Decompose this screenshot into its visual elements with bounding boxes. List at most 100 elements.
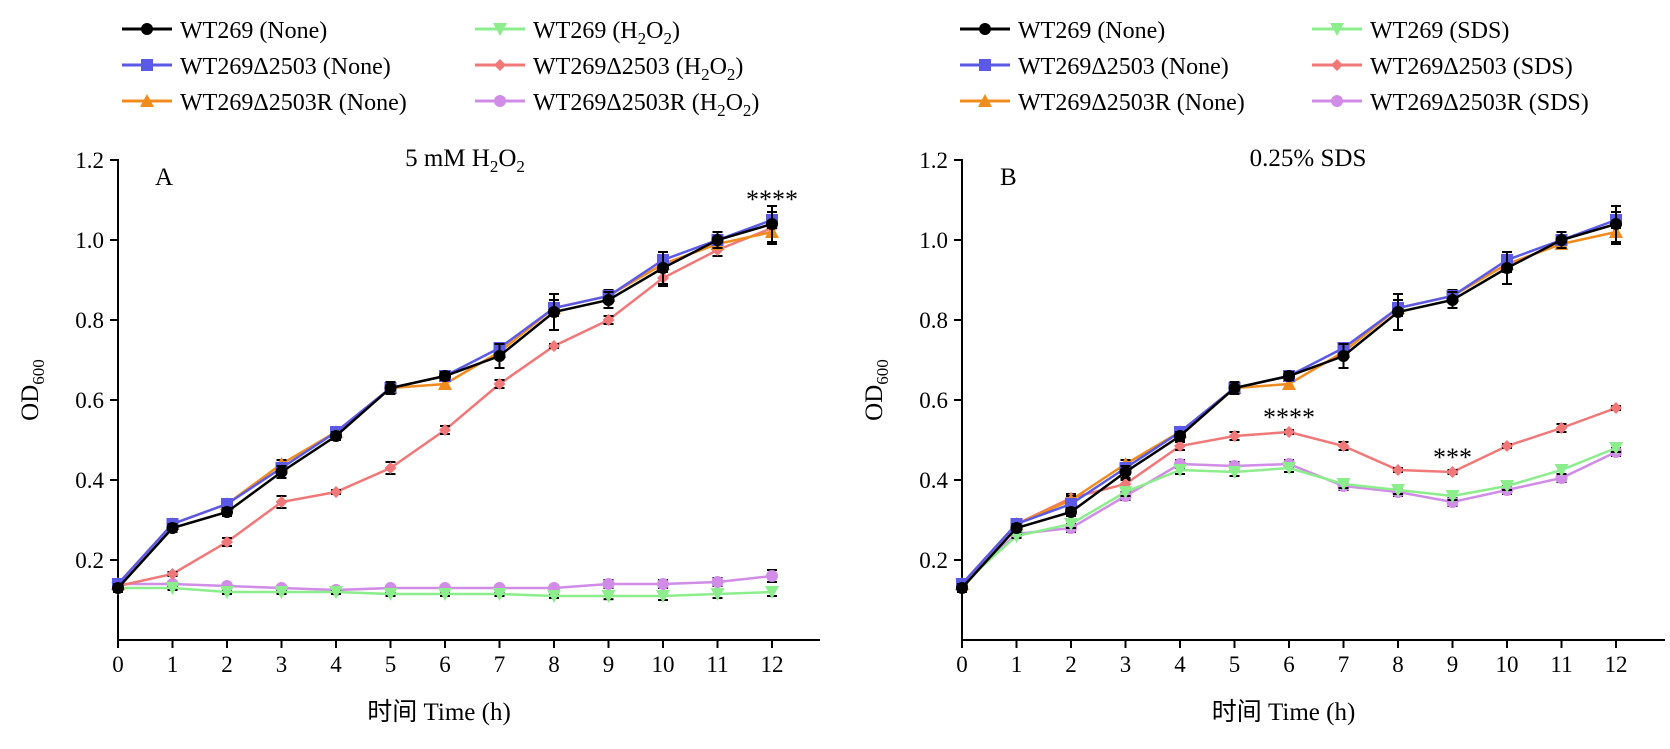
legend-label-0-1: WT269Δ2503 (None): [180, 54, 391, 80]
legend-label-0-4: WT269Δ2503 (H2O2): [533, 54, 743, 84]
legend-marker-0-5: [494, 95, 506, 107]
y-axis-label-1: OD600: [861, 359, 892, 421]
data-point-0-3-8: [547, 590, 561, 603]
x-tick-label-1-7: 7: [1338, 652, 1350, 677]
data-point-1-3-6: [1282, 462, 1296, 475]
y-tick-label-1-4: 1.0: [919, 228, 948, 253]
y-axis-label-sub-1: 600: [873, 359, 892, 385]
data-point-0-2-6: [438, 377, 452, 390]
legend-label-5-sub2: 2: [743, 101, 752, 120]
data-point-0-0-7: [493, 350, 506, 362]
data-point-1-0-12: [1610, 218, 1622, 230]
y-tick-label-0-4: 1.0: [75, 228, 104, 253]
y-tick-label-0-5: 1.2: [75, 148, 104, 173]
x-tick-label-1-10: 10: [1496, 652, 1519, 677]
chart-title-0-b: O: [498, 145, 516, 172]
legend-label-5-sub1: 2: [717, 101, 726, 120]
legend-label-0-2: WT269Δ2503R (None): [180, 90, 407, 116]
x-tick-label-0-6: 6: [439, 652, 451, 677]
data-point-1-3-4: [1173, 464, 1187, 477]
data-point-0-0-3: [275, 466, 288, 478]
data-point-0-0-6: [439, 370, 451, 382]
x-tick-label-1-3: 3: [1120, 652, 1132, 677]
series-1-0: [956, 205, 1622, 594]
data-point-0-0-0: [112, 582, 124, 594]
legend-marker-0-1: [141, 59, 153, 71]
legend-label-1-3: WT269 (SDS): [1370, 18, 1509, 44]
x-tick-label-1-11: 11: [1550, 652, 1572, 677]
data-point-0-0-9: [602, 294, 615, 306]
legend-label-1-0: WT269 (None): [1018, 18, 1165, 44]
y-tick-label-0-2: 0.6: [75, 388, 104, 413]
panel-letter-1: B: [1000, 164, 1017, 191]
x-tick-label-1-8: 8: [1392, 652, 1404, 677]
data-point-1-0-5: [1228, 382, 1241, 394]
data-point-1-0-3: [1119, 466, 1132, 478]
data-point-1-2-6: [1282, 377, 1296, 390]
data-point-0-0-12: [766, 218, 778, 230]
data-point-0-4-9: [602, 314, 615, 326]
legend-label-5-end: ): [751, 90, 759, 116]
series-1-1: [956, 211, 1622, 590]
data-point-0-3-3: [274, 586, 289, 599]
x-tick-label-0-3: 3: [276, 652, 288, 677]
y-axis-label-0: OD600: [17, 359, 48, 421]
data-point-1-3-11: [1554, 464, 1569, 477]
series-0-1: [112, 211, 778, 590]
y-axis-label-main-1: OD: [861, 385, 888, 421]
data-point-1-0-2: [1065, 506, 1077, 518]
series-0-4: [112, 219, 778, 592]
y-tick-label-1-3: 0.8: [919, 308, 948, 333]
data-point-0-5-9: [602, 578, 615, 590]
data-point-1-3-9: [1445, 490, 1460, 503]
y-tick-label-1-1: 0.4: [919, 468, 948, 493]
significance-marker-1-1: ***: [1433, 443, 1472, 472]
data-point-0-5-11: [711, 576, 724, 588]
chart-title-0-sub1: 2: [490, 157, 499, 176]
data-point-1-3-10: [1500, 480, 1514, 493]
x-tick-label-0-4: 4: [330, 652, 342, 677]
x-tick-label-1-6: 6: [1283, 652, 1295, 677]
legend-label-1-2: WT269Δ2503R (None): [1018, 90, 1245, 116]
x-axis-label-0: 时间 Time (h): [367, 698, 511, 726]
y-tick-label-1-0: 0.2: [919, 548, 948, 573]
legend-label-3-sub2: 2: [663, 29, 672, 48]
data-point-0-3-10: [656, 590, 670, 603]
data-point-0-0-11: [711, 234, 724, 246]
data-point-1-0-7: [1337, 350, 1350, 362]
x-tick-label-0-1: 1: [167, 652, 179, 677]
data-point-0-3-9: [601, 590, 616, 603]
legend-marker-0-0: [141, 23, 153, 35]
data-point-0-4-6: [439, 424, 451, 436]
data-point-0-0-5: [384, 382, 397, 394]
legend-label-3-main: WT269 (H: [533, 18, 638, 44]
chart-title-0-a: 5 mM H: [405, 145, 490, 172]
chart-title-0-sub2: 2: [516, 157, 525, 176]
data-point-1-4-5: [1228, 430, 1241, 442]
legend-label-0-5: WT269Δ2503R (H2O2): [533, 90, 759, 120]
data-point-0-5-12: [766, 570, 778, 582]
y-axis-label-main-0: OD: [17, 385, 44, 421]
data-point-0-3-7: [492, 588, 507, 601]
y-tick-label-1-5: 1.2: [919, 148, 948, 173]
data-point-0-4-3: [275, 496, 288, 508]
legend-item-0-0: WT269 (None): [122, 18, 327, 44]
series-line-0-0: [117, 222, 773, 589]
legend-item-1-5: WT269Δ2503R (SDS): [1312, 90, 1589, 116]
y-tick-label-0-3: 0.8: [75, 308, 104, 333]
legend-marker-1-0: [979, 23, 991, 35]
legend-label-1-5: WT269Δ2503R (SDS): [1370, 90, 1589, 116]
legend-item-0-4: WT269Δ2503 (H2O2): [475, 54, 743, 84]
legend-marker-1-5: [1331, 95, 1343, 107]
data-point-0-5-10: [657, 578, 669, 590]
x-tick-label-0-5: 5: [385, 652, 397, 677]
data-point-1-3-8: [1391, 484, 1405, 497]
data-point-1-0-4: [1174, 430, 1186, 442]
legend-label-1-1: WT269Δ2503 (None): [1018, 54, 1229, 80]
legend-item-1-1: WT269Δ2503 (None): [960, 54, 1229, 80]
data-point-0-0-1: [166, 522, 179, 534]
legend-label-3-mid: O: [646, 18, 663, 44]
data-point-1-3-3: [1118, 486, 1133, 499]
